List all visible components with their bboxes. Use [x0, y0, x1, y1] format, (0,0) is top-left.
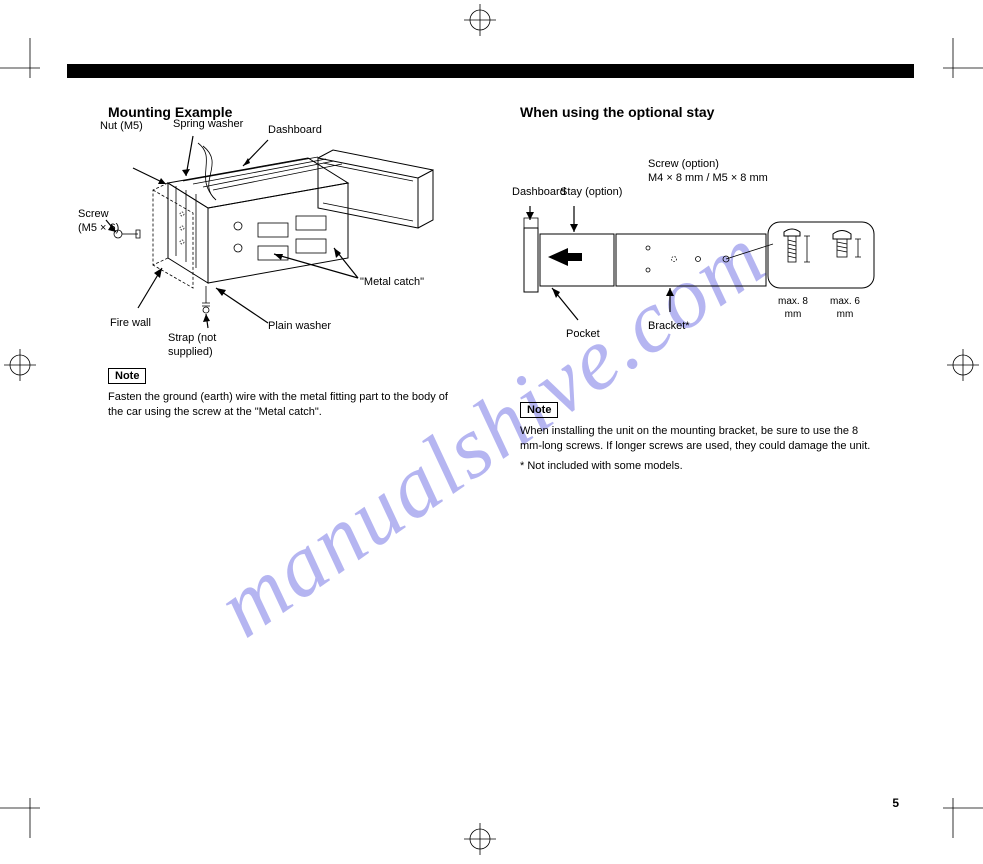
callout-metal-catch: "Metal catch" [360, 276, 424, 290]
page-number: 5 [892, 796, 899, 810]
callout-max6: max. 6 mm [824, 296, 866, 321]
left-note: Note Fasten the ground (earth) wire with… [108, 368, 463, 421]
right-note-label: Note [520, 402, 558, 418]
right-section-title: When using the optional stay [520, 104, 880, 120]
callout-nut: Nut (M5) [100, 120, 143, 134]
crop-mark-bottom-right [923, 778, 983, 838]
right-note: Note When installing the unit on the mou… [520, 402, 880, 455]
registration-mark-bottom [460, 819, 500, 864]
callout-spring-washer: Spring washer [173, 118, 243, 132]
registration-mark-top [460, 0, 500, 45]
callout-dashboard-left: Dashboard [268, 124, 322, 138]
right-note-text: When installing the unit on the mounting… [520, 424, 880, 455]
left-illustration [98, 128, 438, 338]
right-footnote: * Not included with some models. [520, 460, 683, 474]
callout-fire-wall: Fire wall [110, 317, 151, 331]
crop-mark-top-left [0, 38, 60, 98]
crop-mark-top-right [923, 38, 983, 98]
left-note-text: Fasten the ground (earth) wire with the … [108, 390, 463, 421]
registration-mark-left [0, 345, 40, 390]
crop-mark-bottom-left [0, 778, 60, 838]
callout-strap: Strap (not supplied) [168, 332, 258, 360]
callout-screw: Screw (M5 × 6) [78, 208, 128, 236]
callout-stay: Stay (option) [560, 186, 622, 200]
left-note-label: Note [108, 368, 146, 384]
callout-max8: max. 8 mm [772, 296, 814, 321]
registration-mark-right [943, 345, 983, 390]
callout-pocket: Pocket [566, 328, 600, 342]
callout-plain-washer: Plain washer [268, 320, 331, 334]
callout-screw-spec: Screw (option) M4 × 8 mm / M5 × 8 mm [648, 158, 828, 186]
callout-dashboard-right: Dashboard [512, 186, 566, 200]
callout-bracket: Bracket* [648, 320, 690, 334]
